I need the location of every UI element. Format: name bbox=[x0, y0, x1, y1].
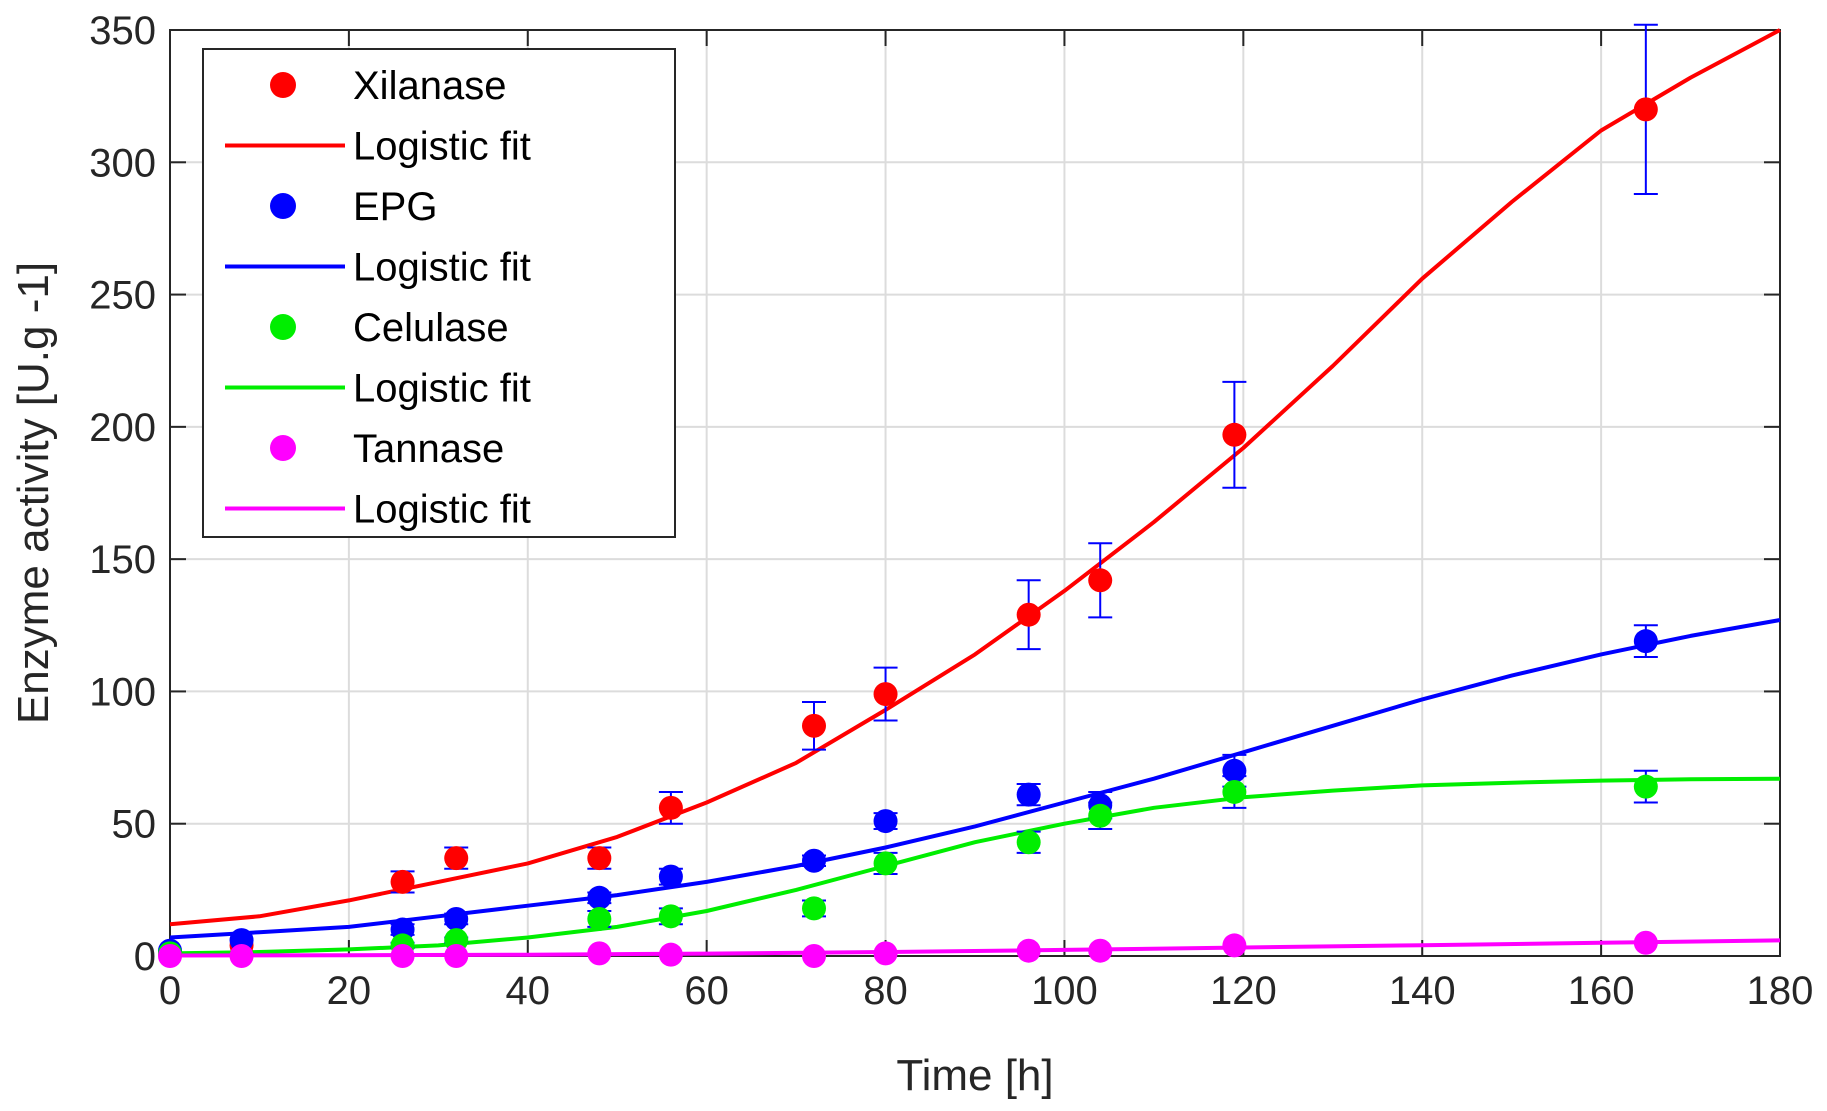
y-tick-label: 50 bbox=[112, 803, 157, 847]
data-point-celulase bbox=[1222, 779, 1247, 804]
data-point-xilanase bbox=[1088, 568, 1113, 593]
data-point-celulase bbox=[658, 904, 683, 929]
data-point-celulase bbox=[1633, 774, 1658, 799]
x-axis-title: Time [h] bbox=[896, 1051, 1053, 1100]
data-point-tannase bbox=[1088, 938, 1113, 963]
x-tick-label: 0 bbox=[159, 969, 181, 1013]
data-point-tannase bbox=[1016, 938, 1041, 963]
data-point-celulase bbox=[802, 896, 826, 921]
legend-marker-xilanase bbox=[270, 72, 296, 98]
data-point-xilanase bbox=[587, 846, 612, 871]
data-point-xilanase bbox=[873, 682, 898, 707]
data-point-xilanase bbox=[802, 713, 826, 738]
axis-ticks: 0 20 40 60 80 100 120 140 160 180 0 50 100 150 200 250 3… bbox=[89, 9, 1813, 1013]
legend-marker-celulase bbox=[270, 314, 296, 340]
plot-area-frame bbox=[169, 29, 1781, 957]
legend-label-tannase: Tannase bbox=[353, 427, 504, 471]
fit-curve-xilanase bbox=[169, 28, 1781, 927]
data-point-xilanase bbox=[1633, 97, 1658, 122]
data-point-tannase bbox=[802, 944, 826, 968]
data-point-tannase bbox=[1222, 933, 1247, 958]
data-point-xilanase bbox=[390, 869, 415, 894]
x-tick-label: 160 bbox=[1568, 969, 1635, 1013]
data-point-epg bbox=[587, 885, 612, 910]
data-point-epg bbox=[1222, 758, 1247, 783]
fit-curve-tannase bbox=[169, 938, 1781, 958]
data-point-celulase bbox=[1016, 830, 1041, 855]
y-tick-label: 0 bbox=[134, 935, 156, 979]
y-tick-label: 100 bbox=[89, 670, 156, 714]
data-point-tannase bbox=[444, 944, 469, 968]
grid bbox=[170, 30, 1780, 956]
x-tick-label: 120 bbox=[1210, 969, 1277, 1013]
data-point-tannase bbox=[658, 942, 683, 967]
data-point-epg bbox=[444, 906, 469, 931]
legend-label-xilanase: Xilanase bbox=[353, 64, 506, 108]
x-tick-label: 60 bbox=[684, 969, 729, 1013]
fit-curves bbox=[169, 28, 1781, 958]
data-point-epg bbox=[802, 848, 826, 873]
y-tick-label: 250 bbox=[89, 274, 156, 318]
data-point-epg bbox=[873, 809, 898, 834]
y-tick-label: 200 bbox=[89, 406, 156, 450]
x-tick-label: 20 bbox=[327, 969, 372, 1013]
data-point-celulase bbox=[587, 906, 612, 931]
legend-marker-epg bbox=[270, 193, 296, 219]
data-point-xilanase bbox=[1222, 422, 1247, 447]
x-tick-label: 80 bbox=[863, 969, 908, 1013]
x-tick-label: 100 bbox=[1031, 969, 1098, 1013]
fit-curve-epg bbox=[169, 618, 1781, 940]
data-point-epg bbox=[1633, 629, 1658, 654]
x-tick-label: 180 bbox=[1747, 969, 1814, 1013]
data-point-tannase bbox=[587, 941, 612, 966]
data-point-xilanase bbox=[1016, 602, 1041, 627]
data-point-celulase bbox=[1088, 803, 1113, 828]
data-point-tannase bbox=[873, 941, 898, 966]
data-point-tannase bbox=[390, 944, 415, 968]
legend-label-fit: Logistic fit bbox=[353, 246, 531, 290]
legend-marker-tannase bbox=[270, 435, 296, 461]
data-point-xilanase bbox=[658, 795, 683, 820]
data-point-epg bbox=[658, 864, 683, 889]
y-tick-label: 150 bbox=[89, 538, 156, 582]
x-tick-label: 40 bbox=[506, 969, 551, 1013]
data-point-tannase bbox=[158, 944, 182, 968]
y-tick-label: 300 bbox=[89, 141, 156, 185]
data-point-epg bbox=[1016, 782, 1041, 807]
legend-label-epg: EPG bbox=[353, 185, 437, 229]
data-point-xilanase bbox=[444, 846, 469, 871]
legend-label-fit: Logistic fit bbox=[353, 125, 531, 169]
data-point-tannase bbox=[1633, 930, 1658, 955]
legend-label-fit: Logistic fit bbox=[353, 488, 531, 532]
fit-curve-celulase bbox=[169, 776, 1781, 956]
legend: Xilanase Logistic fit EPG Logistic fit Celul… bbox=[202, 48, 676, 538]
data-point-tannase bbox=[229, 944, 254, 968]
data-points bbox=[158, 97, 1658, 968]
data-point-celulase bbox=[873, 851, 898, 876]
y-axis-title: Enzyme activity [U.g -1] bbox=[9, 262, 58, 724]
x-tick-label: 140 bbox=[1389, 969, 1456, 1013]
legend-label-fit: Logistic fit bbox=[353, 367, 531, 411]
y-tick-label: 350 bbox=[89, 9, 156, 53]
legend-label-celulase: Celulase bbox=[353, 306, 509, 350]
